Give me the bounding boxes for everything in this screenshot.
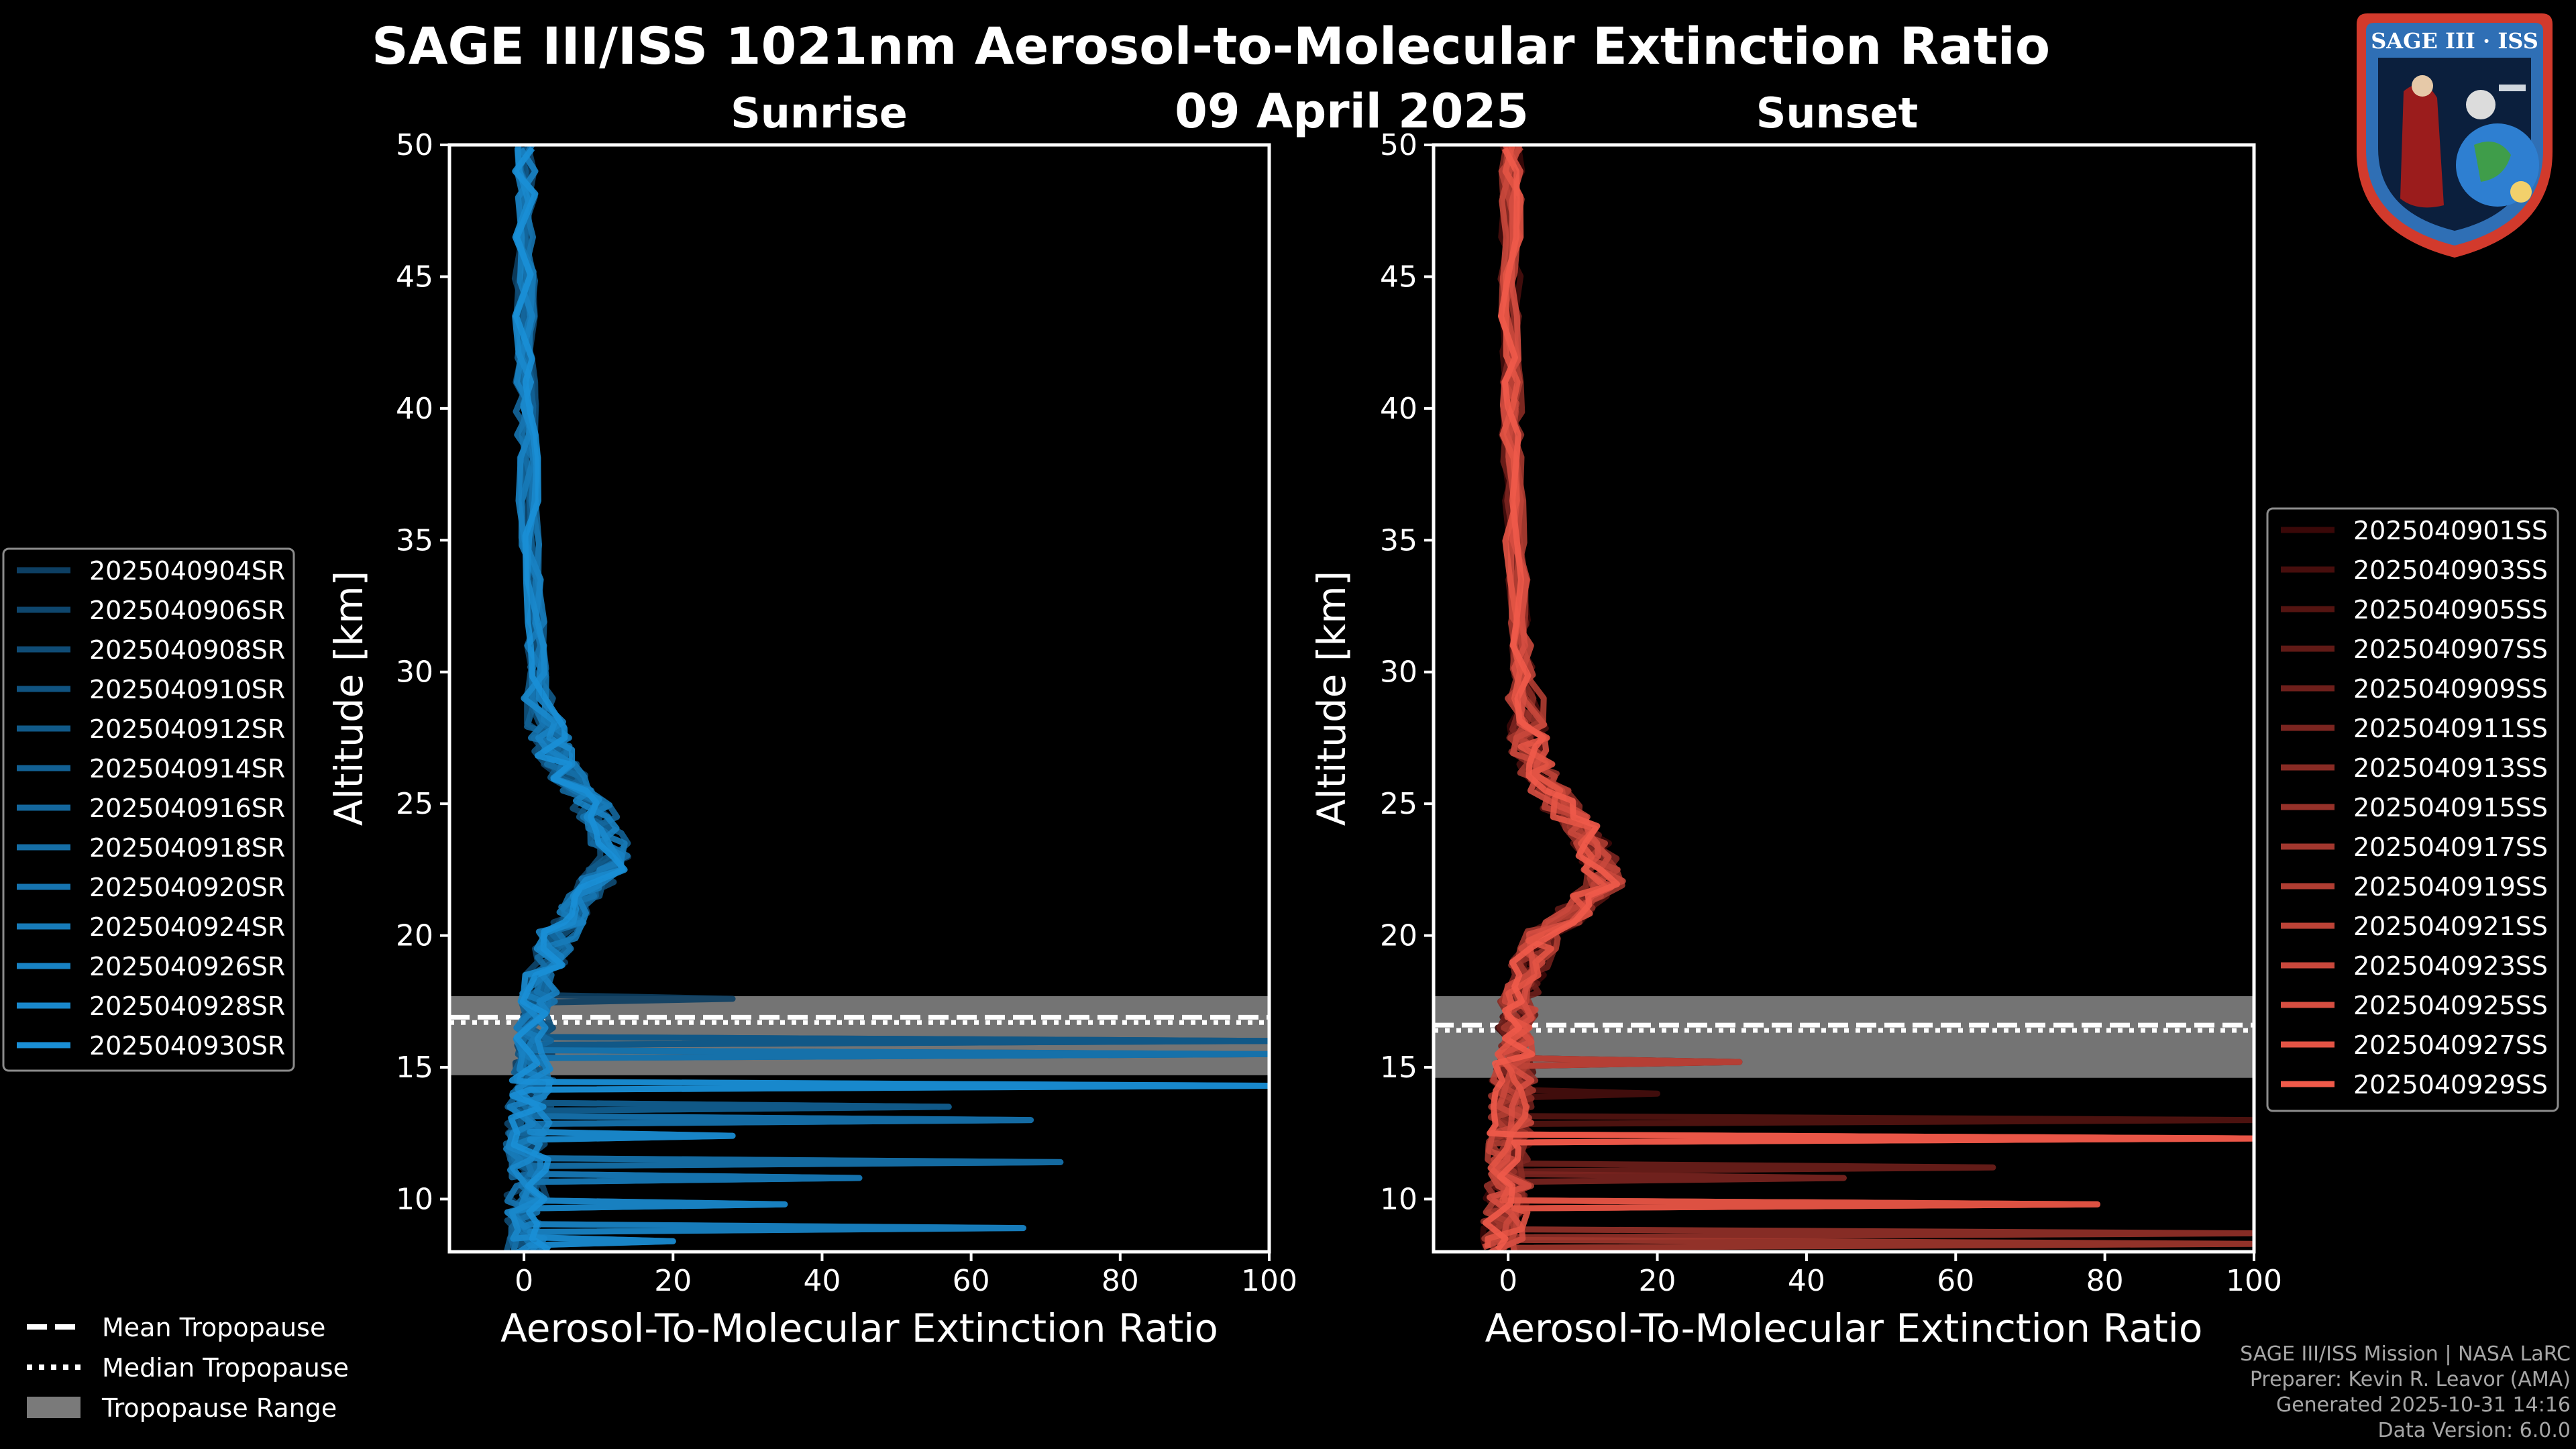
profile-lines bbox=[502, 145, 1269, 1252]
x-tick-label: 100 bbox=[2226, 1264, 2282, 1298]
y-tick-label: 15 bbox=[1380, 1051, 1417, 1085]
logo-title: SAGE III · ISS bbox=[2371, 28, 2538, 54]
sunset-panel: 0 20 40 60 80 100 10 15 20 25 30 35 40 45 50 Aerosol-To… bbox=[1309, 89, 2282, 1351]
y-tick-label: 30 bbox=[396, 655, 433, 690]
panel-title: Sunrise bbox=[731, 89, 908, 138]
legend-label: 2025040928SR bbox=[89, 991, 285, 1021]
x-tick-label: 40 bbox=[1788, 1264, 1825, 1298]
legend-label: 2025040927SS bbox=[2353, 1030, 2548, 1060]
legend-label: 2025040929SS bbox=[2353, 1070, 2548, 1099]
y-tick-label: 45 bbox=[396, 260, 433, 294]
legend-label: 2025040920SR bbox=[89, 873, 285, 902]
legend-label: 2025040926SR bbox=[89, 952, 285, 981]
x-tick-label: 20 bbox=[654, 1264, 692, 1298]
legend-label: 2025040930SR bbox=[89, 1031, 285, 1061]
x-tick-label: 0 bbox=[515, 1264, 533, 1298]
y-tick-label: 15 bbox=[396, 1051, 433, 1085]
y-tick-label: 10 bbox=[396, 1182, 433, 1216]
footer-version: Data Version: 6.0.0 bbox=[2377, 1419, 2571, 1442]
plot-frame bbox=[447, 143, 1271, 1254]
series-line-2025040926SR bbox=[504, 147, 1026, 1252]
y-tick-label: 20 bbox=[1380, 919, 1417, 953]
y-tick-label: 20 bbox=[396, 919, 433, 953]
chart-title: SAGE III/ISS 1021nm Aerosol-to-Molecular… bbox=[372, 16, 2050, 76]
legend-label: 2025040904SR bbox=[89, 556, 285, 586]
x-tick-label: 80 bbox=[2086, 1264, 2124, 1298]
legend-label: 2025040908SR bbox=[89, 635, 285, 665]
chart-date: 09 April 2025 bbox=[1175, 84, 1529, 139]
legend-label: 2025040917SS bbox=[2353, 833, 2548, 862]
legend-label: 2025040910SR bbox=[89, 675, 285, 704]
legend-label: 2025040901SS bbox=[2353, 516, 2548, 545]
x-tick-label: 40 bbox=[803, 1264, 841, 1298]
legend-label: Median Tropopause bbox=[102, 1353, 349, 1383]
footer-preparer: Preparer: Kevin R. Leavor (AMA) bbox=[2249, 1368, 2571, 1391]
panel-title: Sunset bbox=[1756, 89, 1919, 138]
x-tick-label: 60 bbox=[953, 1264, 990, 1298]
x-tick-label: 100 bbox=[1241, 1264, 1297, 1298]
legend-label: 2025040903SS bbox=[2353, 555, 2548, 585]
legend-label: 2025040915SS bbox=[2353, 793, 2548, 822]
legend-label: 2025040914SR bbox=[89, 754, 285, 784]
y-tick-label: 25 bbox=[1380, 787, 1417, 821]
y-axis-label: Altitude [km] bbox=[326, 571, 372, 826]
y-tick-label: 45 bbox=[1380, 260, 1417, 294]
legend-frame bbox=[2266, 507, 2559, 1112]
footer-mission: SAGE III/ISS Mission | NASA LaRC bbox=[2240, 1342, 2571, 1366]
sage-iii-iss-mission-logo: SAGE III · ISS bbox=[2357, 13, 2553, 258]
tropopause-legend: Mean Tropopause Median Tropopause Tropopau… bbox=[27, 1313, 349, 1423]
sunrise-legend: 2025040904SR 2025040906SR 2025040908SR 2025… bbox=[2, 547, 295, 1072]
series-line-2025040930SR bbox=[508, 146, 1269, 1252]
legend-label: 2025040916SR bbox=[89, 794, 285, 823]
legend-label: 2025040905SS bbox=[2353, 595, 2548, 625]
y-tick-label: 30 bbox=[1380, 655, 1417, 690]
y-tick-label: 35 bbox=[1380, 523, 1417, 557]
legend-label: 2025040909SS bbox=[2353, 674, 2548, 704]
profile-lines bbox=[1480, 145, 2254, 1252]
x-tick-label: 60 bbox=[1937, 1264, 1974, 1298]
legend-label: 2025040918SR bbox=[89, 833, 285, 863]
x-tick-label: 20 bbox=[1639, 1264, 1676, 1298]
legend-label: 2025040906SR bbox=[89, 596, 285, 625]
sunrise-panel: 0 20 40 60 80 100 10 15 20 25 30 35 40 45 50 Aerosol-To… bbox=[326, 89, 1297, 1351]
legend-label: 2025040913SS bbox=[2353, 753, 2548, 783]
footer-generated: Generated 2025-10-31 14:16 bbox=[2275, 1393, 2571, 1417]
y-tick-label: 40 bbox=[396, 392, 433, 426]
y-tick-label: 10 bbox=[1380, 1182, 1417, 1216]
x-tick-label: 0 bbox=[1499, 1264, 1517, 1298]
legend-label: 2025040919SS bbox=[2353, 872, 2548, 902]
x-axis-label: Aerosol-To-Molecular Extinction Ratio bbox=[500, 1305, 1218, 1351]
footer: SAGE III/ISS Mission | NASA LaRC Prepare… bbox=[2240, 1342, 2571, 1444]
legend-frame bbox=[2, 547, 295, 1072]
legend-label: 2025040911SS bbox=[2353, 714, 2548, 743]
legend-label: Mean Tropopause bbox=[102, 1313, 325, 1342]
y-axis-label: Altitude [km] bbox=[1309, 571, 1354, 826]
legend-label: 2025040921SS bbox=[2353, 912, 2548, 941]
legend-swatch-tropopause-range bbox=[27, 1397, 80, 1418]
legend-label: 2025040912SR bbox=[89, 714, 285, 744]
sunset-legend: 2025040901SS 2025040903SS 2025040905SS 2025… bbox=[2266, 507, 2559, 1112]
legend-label: 2025040924SR bbox=[89, 912, 285, 942]
y-tick-label: 35 bbox=[396, 523, 433, 557]
legend-label: Tropopause Range bbox=[101, 1393, 337, 1423]
x-axis-label: Aerosol-To-Molecular Extinction Ratio bbox=[1485, 1305, 2203, 1351]
legend-label: 2025040907SS bbox=[2353, 635, 2548, 664]
plot-frame bbox=[1432, 143, 2256, 1254]
legend-label: 2025040923SS bbox=[2353, 951, 2548, 981]
y-tick-label: 50 bbox=[1380, 128, 1417, 162]
x-tick-label: 80 bbox=[1102, 1264, 1139, 1298]
series-line-2025040929SS bbox=[1482, 147, 2254, 1252]
y-tick-label: 50 bbox=[396, 128, 433, 162]
legend-label: 2025040925SS bbox=[2353, 991, 2548, 1020]
y-tick-label: 25 bbox=[396, 787, 433, 821]
y-tick-label: 40 bbox=[1380, 392, 1417, 426]
